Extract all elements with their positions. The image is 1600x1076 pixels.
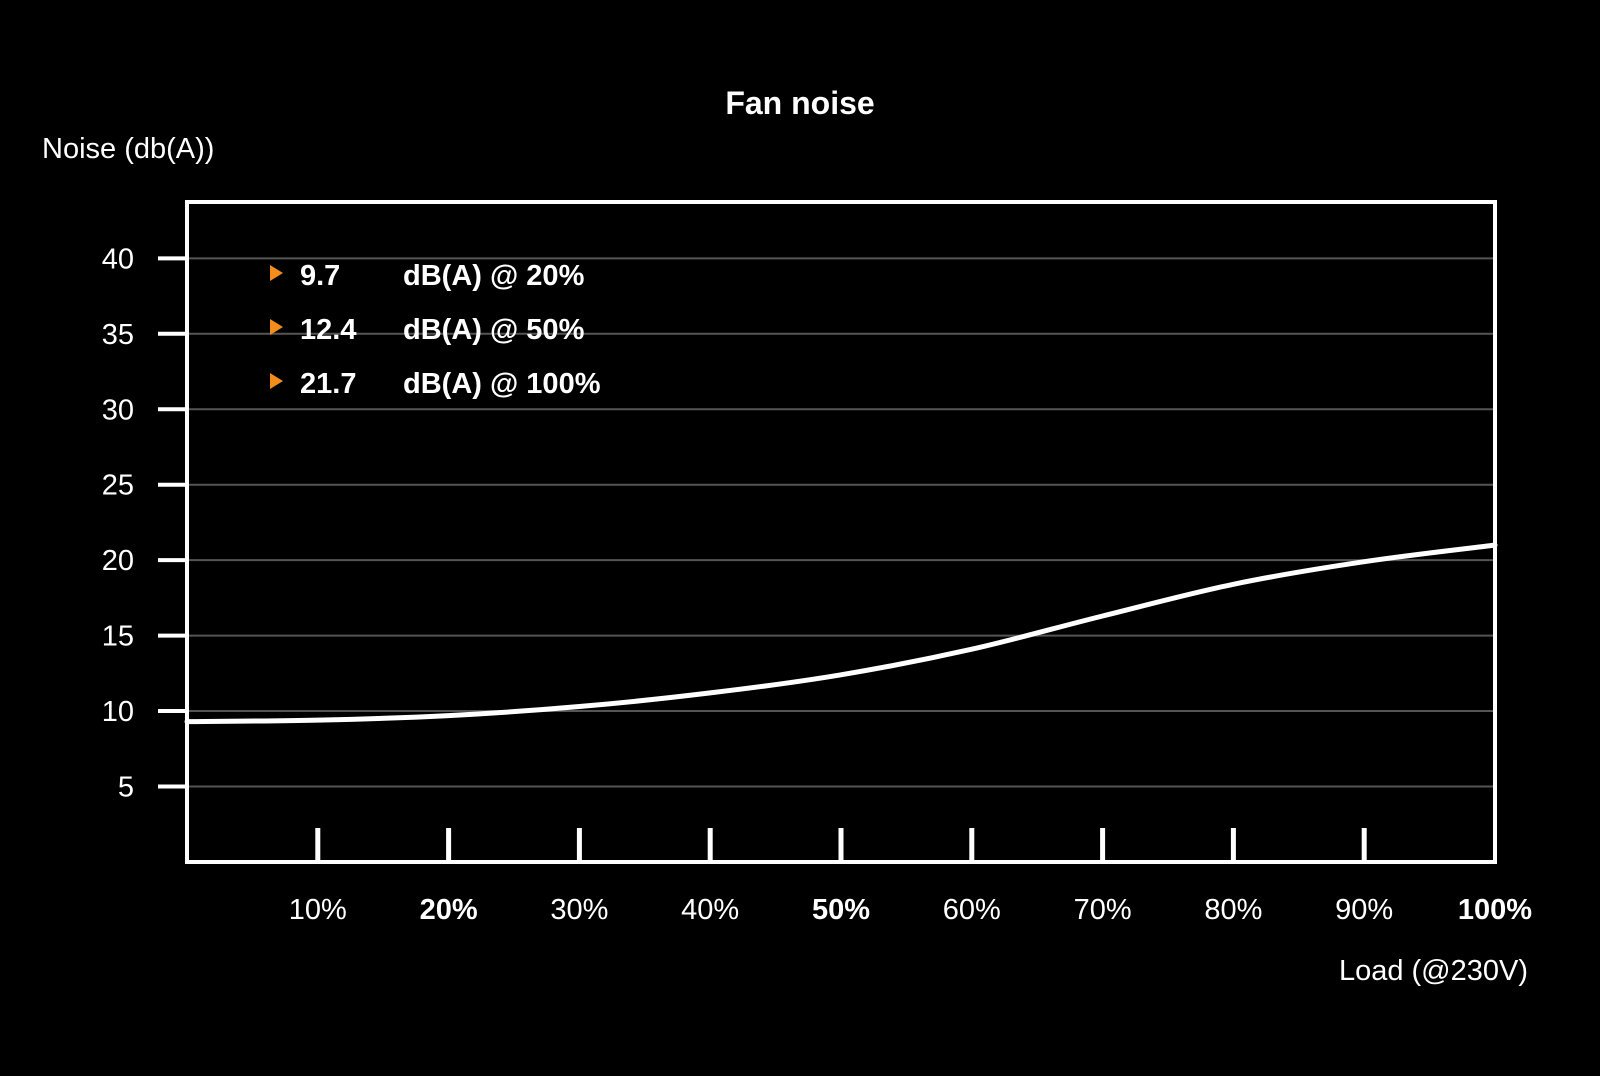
x-axis-label: Load (@230V)	[1339, 955, 1528, 987]
y-tick-label-40: 40	[102, 243, 134, 275]
annotation-value: 12.4	[300, 314, 356, 346]
y-tick-label-25: 25	[102, 470, 134, 502]
x-tick-label-100: 100%	[1458, 894, 1532, 926]
annotation-marker-icon	[270, 319, 283, 335]
annotation-list: 9.7 dB(A) @ 20% 12.4 dB(A) @ 50% 21.7 dB(A) @…	[270, 260, 601, 400]
x-tick-label-50: 50%	[812, 894, 870, 926]
annotation-unit: dB(A) @ 20%	[403, 260, 585, 292]
annotation-unit: dB(A) @ 50%	[403, 314, 585, 346]
x-tick-label-30: 30%	[550, 894, 608, 926]
grid-lines	[189, 257, 1493, 788]
annotation-marker-icon	[270, 265, 283, 281]
y-tick-label-20: 20	[102, 545, 134, 577]
plot-frame	[185, 200, 1497, 864]
y-tick-label-35: 35	[102, 319, 134, 351]
x-tick-label-40: 40%	[681, 894, 739, 926]
x-tick-label-10: 10%	[289, 894, 347, 926]
x-tick-label-90: 90%	[1335, 894, 1393, 926]
y-tick-label-30: 30	[102, 394, 134, 426]
x-tick-label-80: 80%	[1204, 894, 1262, 926]
x-tick-label-70: 70%	[1074, 894, 1132, 926]
series-layer	[184, 542, 1498, 725]
y-axis-ticks: 5 10 15 20 25 30 35 40	[102, 243, 187, 804]
y-tick-label-10: 10	[102, 696, 134, 728]
annotation-marker-icon	[270, 373, 283, 389]
y-axis-label: Noise (db(A))	[42, 133, 214, 165]
annotation-value: 21.7	[300, 368, 356, 400]
fan-noise-line	[184, 542, 1498, 725]
chart-title: Fan noise	[725, 85, 874, 121]
x-tick-label-20: 20%	[420, 894, 478, 926]
x-axis-ticks: 10% 20% 30% 40% 50% 60% 70% 80% 90% 100%	[289, 828, 1532, 926]
y-tick-label-15: 15	[102, 621, 134, 653]
y-tick-label-5: 5	[118, 772, 134, 804]
x-tick-label-60: 60%	[943, 894, 1001, 926]
annotation-value: 9.7	[300, 260, 340, 292]
annotation-unit: dB(A) @ 100%	[403, 368, 601, 400]
